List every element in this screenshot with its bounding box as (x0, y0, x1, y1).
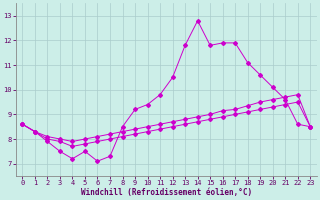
X-axis label: Windchill (Refroidissement éolien,°C): Windchill (Refroidissement éolien,°C) (81, 188, 252, 197)
